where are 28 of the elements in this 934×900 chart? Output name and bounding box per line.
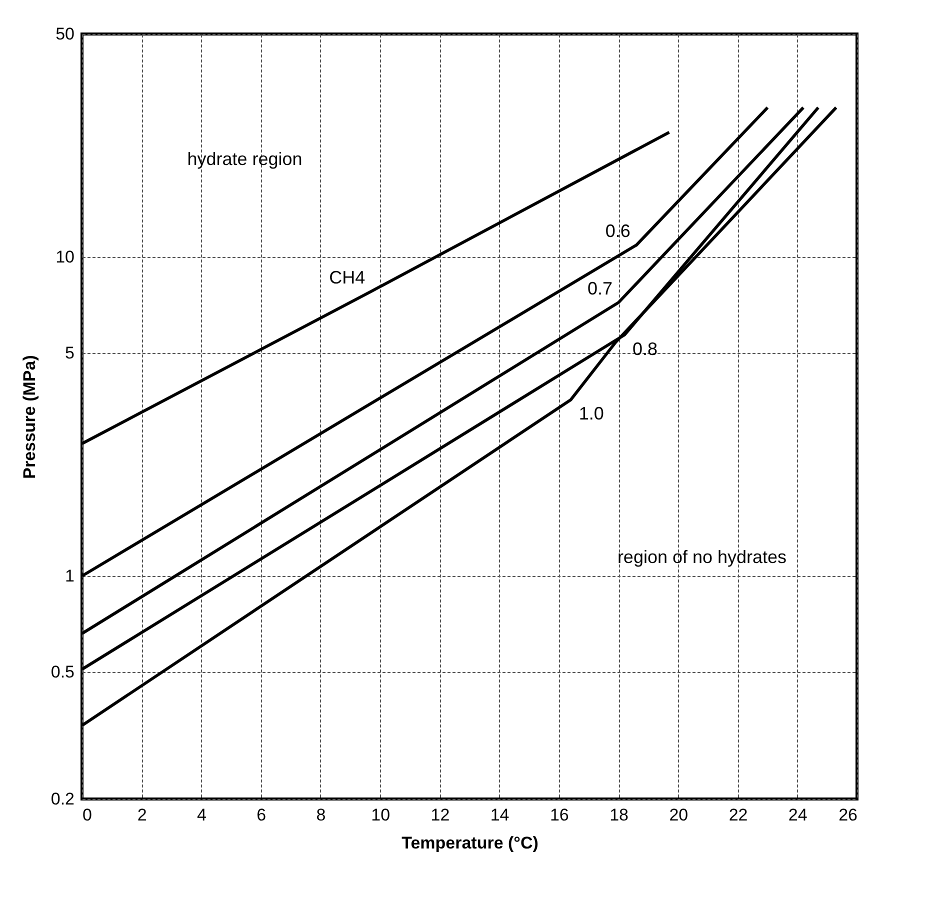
y-tick-label: 0.5 (50, 662, 74, 682)
x-tick-label: 12 (430, 806, 450, 824)
series-label: 0.6 (605, 221, 630, 242)
y-tick-label: 1 (65, 566, 74, 586)
x-tick-label: 20 (669, 806, 688, 824)
y-tick-label: 10 (56, 247, 74, 266)
x-tick-label: 16 (550, 806, 569, 824)
series-label: 0.7 (588, 278, 613, 298)
y-tick-label: 50 (56, 24, 74, 44)
annotation: region of no hydrates (617, 547, 787, 568)
x-tick-label: 2 (137, 806, 147, 824)
series-label: 1.0 (578, 404, 604, 424)
x-tick-label: 18 (610, 806, 628, 824)
x-tick-label: 8 (316, 806, 326, 824)
annotation: hydrate region (187, 149, 302, 170)
x-tick-label: 26 (838, 806, 858, 824)
y-tick-label: 0.2 (50, 790, 74, 808)
y-axis-title: Pressure (MPa) (20, 355, 39, 479)
y-tick-label: 5 (65, 344, 74, 363)
x-tick-label: 14 (490, 806, 510, 824)
x-tick-label: 4 (196, 806, 206, 824)
x-axis-title: Temperature (°C) (402, 834, 538, 852)
x-tick-label: 22 (728, 806, 748, 824)
x-tick-label: 6 (256, 806, 266, 824)
x-tick-label: 24 (788, 806, 808, 824)
series-label: CH4 (329, 267, 366, 288)
x-tick-label: 10 (371, 806, 390, 824)
x-tick-label: 0 (82, 806, 92, 824)
